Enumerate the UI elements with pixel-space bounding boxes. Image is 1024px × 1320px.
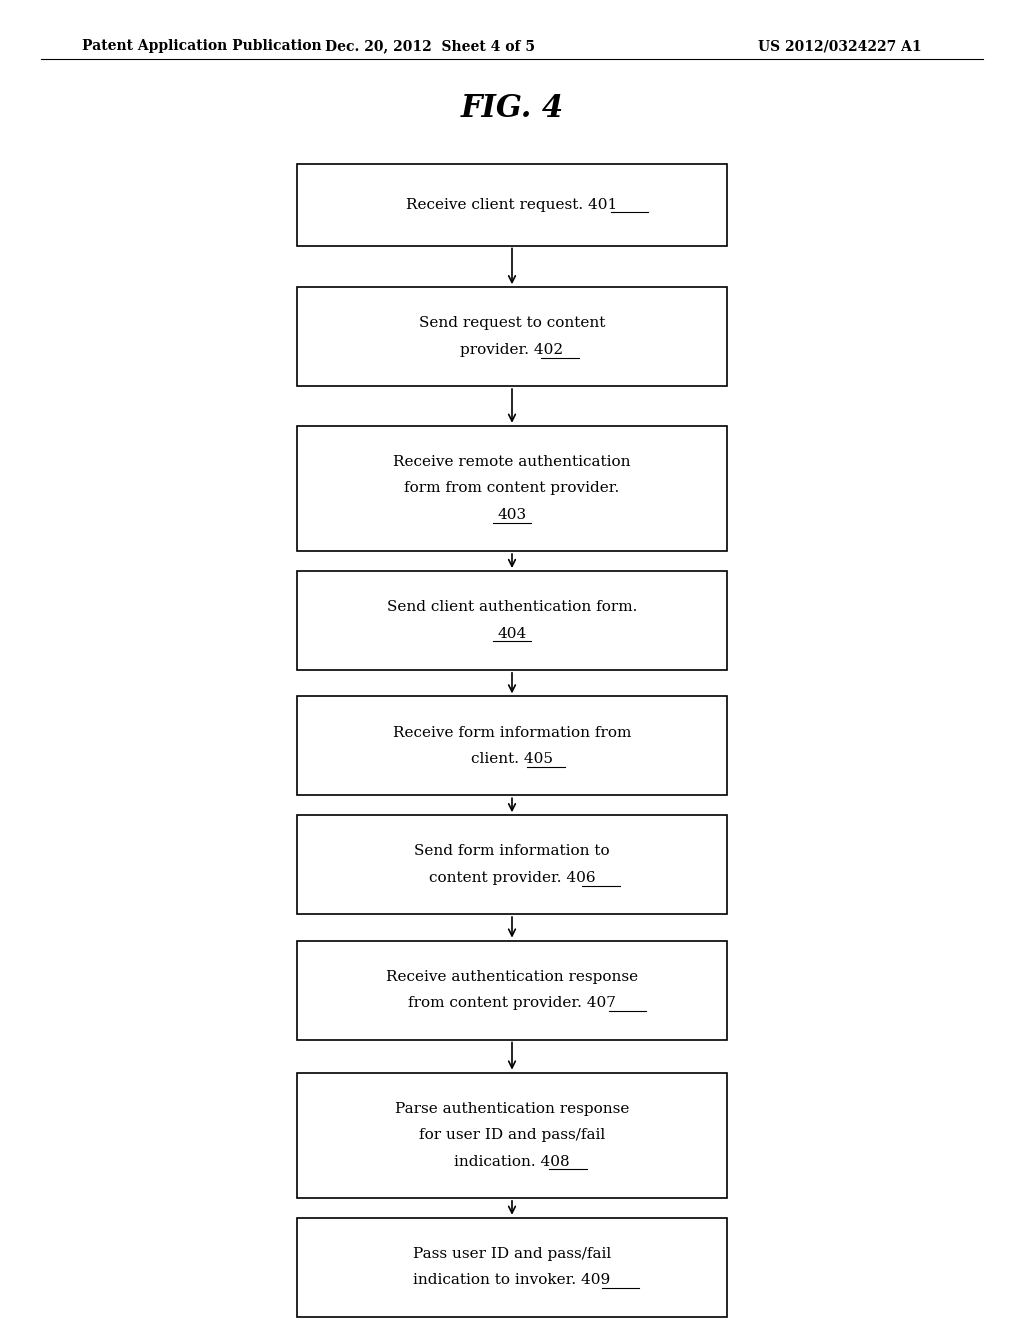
Text: form from content provider.: form from content provider. xyxy=(404,482,620,495)
FancyBboxPatch shape xyxy=(297,570,727,671)
Text: 404: 404 xyxy=(498,627,526,640)
Text: Receive form information from: Receive form information from xyxy=(393,726,631,739)
Text: Patent Application Publication: Patent Application Publication xyxy=(82,40,322,53)
FancyBboxPatch shape xyxy=(297,288,727,385)
FancyBboxPatch shape xyxy=(297,940,727,1040)
Text: client. 405: client. 405 xyxy=(471,752,553,766)
FancyBboxPatch shape xyxy=(297,697,727,795)
Text: Send client authentication form.: Send client authentication form. xyxy=(387,601,637,614)
Text: provider. 402: provider. 402 xyxy=(461,343,563,356)
Text: Pass user ID and pass/fail: Pass user ID and pass/fail xyxy=(413,1247,611,1261)
Text: 403: 403 xyxy=(498,508,526,521)
FancyBboxPatch shape xyxy=(297,164,727,246)
FancyBboxPatch shape xyxy=(297,425,727,552)
FancyBboxPatch shape xyxy=(297,814,727,913)
FancyBboxPatch shape xyxy=(297,1072,727,1199)
Text: from content provider. 407: from content provider. 407 xyxy=(408,997,616,1010)
FancyBboxPatch shape xyxy=(297,1217,727,1317)
Text: Dec. 20, 2012  Sheet 4 of 5: Dec. 20, 2012 Sheet 4 of 5 xyxy=(325,40,536,53)
Text: Receive authentication response: Receive authentication response xyxy=(386,970,638,983)
Text: indication. 408: indication. 408 xyxy=(455,1155,569,1168)
Text: US 2012/0324227 A1: US 2012/0324227 A1 xyxy=(758,40,922,53)
Text: Receive client request. 401: Receive client request. 401 xyxy=(407,198,617,211)
Text: for user ID and pass/fail: for user ID and pass/fail xyxy=(419,1129,605,1142)
Text: Send request to content: Send request to content xyxy=(419,317,605,330)
Text: Parse authentication response: Parse authentication response xyxy=(395,1102,629,1115)
Text: Receive remote authentication: Receive remote authentication xyxy=(393,455,631,469)
Text: indication to invoker. 409: indication to invoker. 409 xyxy=(414,1274,610,1287)
Text: Send form information to: Send form information to xyxy=(414,845,610,858)
Text: content provider. 406: content provider. 406 xyxy=(429,871,595,884)
Text: FIG. 4: FIG. 4 xyxy=(461,92,563,124)
